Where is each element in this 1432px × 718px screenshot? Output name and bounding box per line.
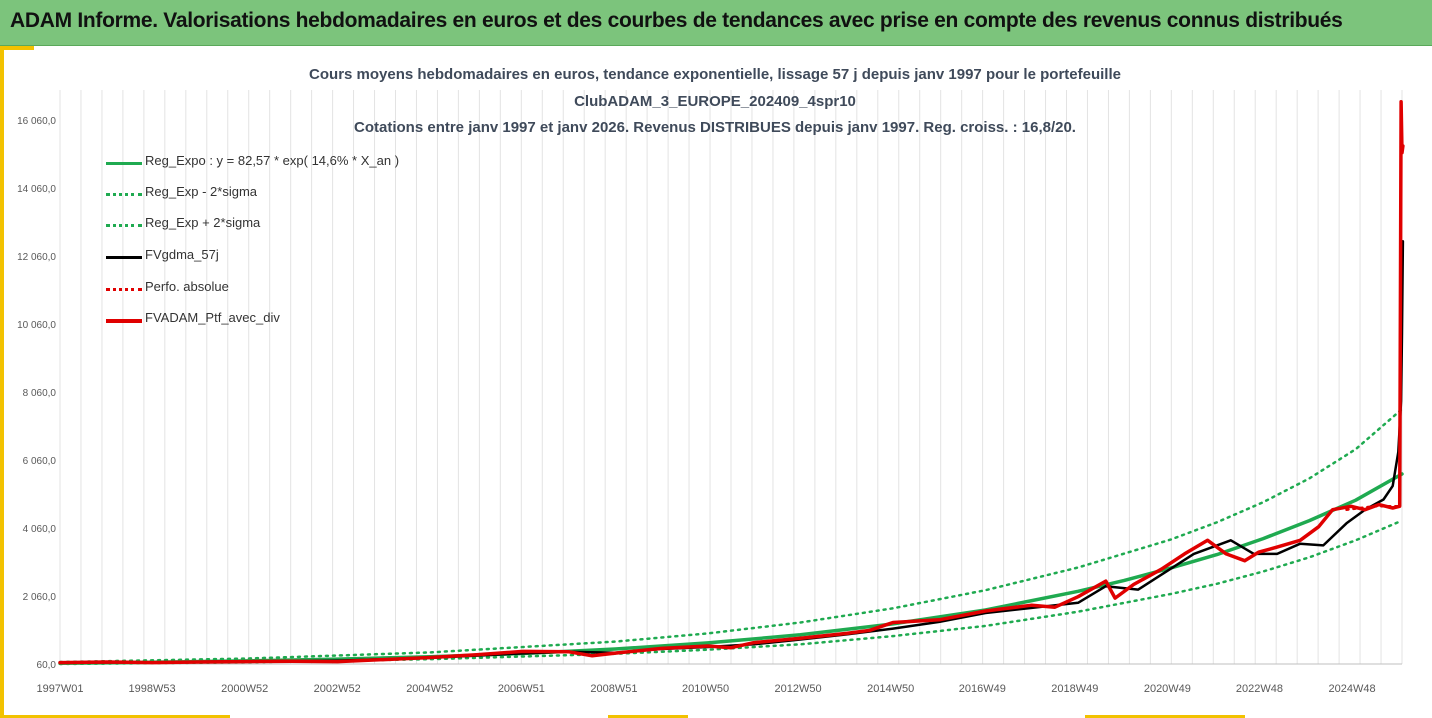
y-tick-label: 8 060,0	[23, 388, 57, 399]
chart-title-line-2: ClubADAM_3_EUROPE_202409_4spr10	[574, 93, 856, 110]
legend-swatch-fvgdma	[106, 256, 142, 259]
x-tick-label: 2004W52	[406, 683, 453, 695]
x-tick-label: 1998W53	[129, 683, 176, 695]
accent-bar-bottom-left	[0, 715, 230, 718]
x-tick-label: 2016W49	[959, 683, 1006, 695]
x-tick-label: 2014W50	[867, 683, 914, 695]
y-tick-label: 6 060,0	[23, 456, 57, 467]
legend-label-reg-exp-minus: Reg_Exp - 2*sigma	[145, 184, 257, 199]
chart-title-line-1: Cours moyens hebdomadaires en euros, ten…	[309, 66, 1121, 83]
accent-bar-bottom-right	[1085, 715, 1245, 718]
series-line-fvadam-ptf-avec-div	[58, 100, 1405, 665]
legend-swatch-reg-exp-minus	[106, 193, 142, 196]
legend-label-fvadam: FVADAM_Ptf_avec_div	[145, 310, 280, 325]
accent-bar-left	[0, 46, 4, 718]
y-tick-label: 16 060,0	[17, 116, 56, 127]
x-tick-label: 2018W49	[1051, 683, 1098, 695]
report-banner: ADAM Informe. Valorisations hebdomadaire…	[0, 0, 1432, 46]
x-tick-label: 2008W51	[590, 683, 637, 695]
legend-label-reg-exp-plus: Reg_Exp + 2*sigma	[145, 215, 261, 230]
chart-title-line-3: Cotations entre janv 1997 et janv 2026. …	[354, 119, 1076, 136]
y-tick-label: 12 060,0	[17, 252, 56, 263]
accent-bar-top	[4, 46, 34, 50]
series-line-reg-exp-2-sigma	[58, 519, 1404, 666]
legend-label-perfo: Perfo. absolue	[145, 279, 229, 294]
banner-title: ADAM Informe. Valorisations hebdomadaire…	[10, 9, 1343, 32]
legend-swatch-perfo	[106, 288, 142, 291]
x-tick-label: 2024W48	[1328, 683, 1375, 695]
y-tick-label: 60,0	[37, 660, 57, 671]
y-tick-label: 4 060,0	[23, 524, 57, 535]
legend-label-fvgdma: FVgdma_57j	[145, 247, 219, 262]
legend-swatch-fvadam	[106, 319, 142, 323]
accent-bar-bottom-center	[608, 715, 688, 718]
x-tick-label: 2002W52	[314, 683, 361, 695]
x-tick-label: 2010W50	[682, 683, 729, 695]
legend-label-reg-expo: Reg_Expo : y = 82,57 * exp( 14,6% * X_an…	[145, 153, 400, 168]
x-tick-label: 2000W52	[221, 683, 268, 695]
y-tick-label: 10 060,0	[17, 320, 56, 331]
x-tick-label: 2020W49	[1144, 683, 1191, 695]
x-tick-label: 1997W01	[36, 683, 83, 695]
series-line-reg-exp-2-sigma	[58, 407, 1404, 664]
x-tick-label: 2012W50	[775, 683, 822, 695]
x-tick-label: 2006W51	[498, 683, 545, 695]
y-tick-label: 14 060,0	[17, 184, 56, 195]
legend-swatch-reg-exp-plus	[106, 224, 142, 227]
legend-swatch-reg-expo	[106, 162, 142, 165]
x-tick-label: 2022W48	[1236, 683, 1283, 695]
y-tick-label: 2 060,0	[23, 592, 57, 603]
